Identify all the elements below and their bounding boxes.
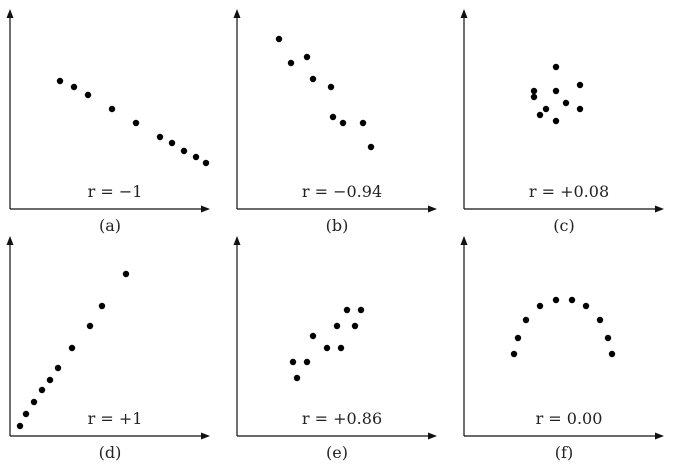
y-axis-arrow — [233, 236, 241, 245]
data-point — [38, 386, 46, 394]
data-point — [530, 87, 538, 95]
data-point — [156, 133, 164, 141]
data-point — [108, 105, 116, 113]
data-point — [608, 350, 616, 358]
scatter-panel: r = −1 (a) — [6, 9, 210, 235]
data-point — [289, 358, 297, 366]
data-point — [351, 322, 359, 330]
data-point — [202, 159, 210, 167]
x-axis-arrow — [655, 205, 664, 213]
data-point — [22, 410, 30, 418]
data-point — [16, 422, 24, 430]
scatter-panels: r = −1 (a) r = −0.94 (b) r = +0.08 (c) r = +1 (… — [6, 9, 664, 462]
data-point — [596, 316, 604, 324]
data-point — [180, 147, 188, 155]
data-point — [343, 306, 351, 314]
data-point — [359, 119, 367, 127]
data-point — [552, 63, 560, 71]
panel-caption: (f) — [555, 443, 573, 462]
data-point — [287, 59, 295, 67]
data-point — [562, 99, 570, 107]
data-point — [168, 139, 176, 147]
x-axis-arrow — [655, 432, 664, 440]
correlation-label: r = 0.00 — [536, 409, 603, 428]
scatter-panel: r = +1 (d) — [6, 236, 210, 462]
data-point — [530, 93, 538, 101]
data-point — [552, 87, 560, 95]
data-point — [604, 334, 612, 342]
correlation-label: r = −1 — [88, 182, 143, 201]
data-point — [337, 344, 345, 352]
x-axis-arrow — [201, 205, 210, 213]
data-point — [510, 350, 518, 358]
correlation-label: r = +1 — [88, 409, 143, 428]
scatter-panel: r = +0.86 (e) — [233, 236, 437, 462]
data-point — [552, 117, 560, 125]
x-axis-arrow — [428, 205, 437, 213]
correlation-label: r = −0.94 — [302, 182, 382, 201]
data-point — [303, 358, 311, 366]
data-point — [542, 105, 550, 113]
data-point — [357, 306, 365, 314]
data-point — [122, 270, 130, 278]
data-point — [582, 302, 590, 310]
data-point — [132, 119, 140, 127]
data-point — [192, 153, 200, 161]
data-point — [323, 344, 331, 352]
panel-caption: (d) — [99, 443, 122, 462]
data-point — [68, 344, 76, 352]
data-point — [576, 105, 584, 113]
data-point — [367, 143, 375, 151]
data-point — [522, 316, 530, 324]
y-axis-arrow — [460, 236, 468, 245]
y-axis-arrow — [233, 9, 241, 18]
correlation-label: r = +0.86 — [302, 409, 382, 428]
panel-caption: (e) — [326, 443, 348, 462]
data-point — [309, 332, 317, 340]
data-point — [86, 322, 94, 330]
scatter-panel: r = 0.00 (f) — [460, 236, 664, 462]
data-point — [98, 302, 106, 310]
data-point — [552, 296, 560, 304]
x-axis-arrow — [428, 432, 437, 440]
data-point — [309, 75, 317, 83]
data-point — [56, 77, 64, 85]
panel-caption: (a) — [99, 216, 121, 235]
data-point — [536, 111, 544, 119]
scatter-panel: r = +0.08 (c) — [460, 9, 664, 235]
data-point — [514, 334, 522, 342]
data-point — [70, 83, 78, 91]
x-axis-arrow — [201, 432, 210, 440]
panel-caption: (c) — [553, 216, 574, 235]
y-axis-arrow — [460, 9, 468, 18]
data-point — [568, 296, 576, 304]
data-point — [339, 119, 347, 127]
y-axis-arrow — [6, 236, 14, 245]
data-point — [303, 53, 311, 61]
data-point — [329, 113, 337, 121]
correlation-label: r = +0.08 — [529, 182, 609, 201]
data-point — [275, 35, 283, 43]
data-point — [30, 398, 38, 406]
scatter-panel: r = −0.94 (b) — [233, 9, 437, 235]
data-point — [576, 81, 584, 89]
data-point — [54, 364, 62, 372]
data-point — [333, 322, 341, 330]
data-point — [46, 376, 54, 384]
data-point — [293, 374, 301, 382]
y-axis-arrow — [6, 9, 14, 18]
data-point — [536, 302, 544, 310]
data-point — [84, 91, 92, 99]
panel-caption: (b) — [326, 216, 349, 235]
data-point — [327, 83, 335, 91]
